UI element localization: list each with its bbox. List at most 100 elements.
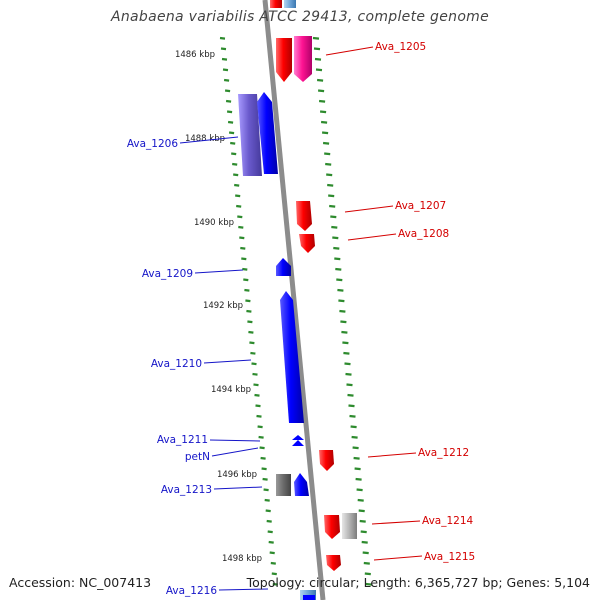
scale-tick	[334, 257, 341, 261]
gene-ava-1211[interactable]	[292, 435, 304, 440]
scale-tick	[260, 456, 266, 460]
scale-tick	[312, 36, 320, 40]
label-ava-1205[interactable]: Ava_1205	[375, 41, 426, 53]
label-ava-1211[interactable]: Ava_1211	[157, 434, 208, 446]
scale-tick	[222, 68, 229, 72]
scale-tick	[224, 89, 231, 93]
label-ava-1209[interactable]: Ava_1209	[142, 268, 193, 280]
scale-label-1490: 1490 kbp	[194, 218, 234, 228]
scale-tick	[333, 246, 340, 250]
gene-ava-1208[interactable]	[299, 234, 315, 253]
leader-ava-1209	[194, 269, 244, 274]
scale-tick	[357, 498, 364, 502]
label-ava-1210[interactable]: Ava_1210	[151, 358, 202, 370]
scale-tick	[246, 309, 252, 313]
scale-tick	[353, 456, 360, 460]
label-ava-1207[interactable]: Ava_1207	[395, 200, 446, 212]
scale-tick	[329, 204, 336, 208]
gene-ava-1209[interactable]	[276, 258, 291, 276]
scale-tick	[232, 162, 238, 166]
scale-tick	[356, 488, 363, 492]
scale-label-1492: 1492 kbp	[203, 301, 243, 311]
scale-tick	[336, 278, 343, 282]
scale-tick	[245, 299, 251, 303]
scale-tick	[342, 341, 349, 345]
gene-petn[interactable]	[292, 440, 304, 446]
leader-ava-1210	[203, 359, 252, 364]
gene-ava-1212[interactable]	[319, 450, 334, 471]
gene-ava-1213-gray[interactable]	[276, 474, 291, 496]
topology-text: Topology: circular; Length: 6,365,727 bp…	[246, 575, 590, 590]
label-ava-1206[interactable]: Ava_1206	[127, 138, 179, 150]
scale-tick	[252, 372, 258, 376]
label-ava-1215[interactable]: Ava_1215	[424, 551, 475, 563]
scale-label-1498: 1498 kbp	[222, 554, 262, 564]
scale-tick	[364, 572, 371, 576]
gene-ava-1214-gray[interactable]	[342, 513, 357, 539]
gene-ava-1215[interactable]	[326, 555, 341, 571]
scale-tick	[219, 36, 226, 40]
scale-label-1496: 1496 kbp	[217, 470, 257, 480]
scale-tick	[227, 120, 234, 124]
scale-tick	[317, 89, 325, 93]
scale-tick	[341, 330, 348, 334]
leader-ava-1207	[344, 205, 394, 213]
scale-tick	[235, 194, 241, 198]
scale-tick	[264, 498, 270, 502]
label-ava-1216[interactable]: Ava_1216	[166, 585, 218, 597]
leader-ava-1206	[179, 136, 239, 144]
accession-text: Accession: NC_007413	[9, 575, 152, 590]
scale-tick	[226, 110, 233, 114]
scale-tick	[337, 288, 344, 292]
gene-ava-1213[interactable]	[294, 473, 309, 496]
scale-tick	[322, 141, 330, 145]
label-ava-1212[interactable]: Ava_1212	[418, 447, 469, 459]
gene-ava-1216[interactable]	[300, 590, 316, 600]
scale-tick	[344, 362, 351, 366]
scale-tick	[221, 57, 228, 61]
scale-tick	[319, 110, 327, 114]
scale-tick	[332, 236, 339, 240]
leader-ava-1208	[347, 233, 397, 241]
gene-ava-1205[interactable]	[294, 36, 312, 82]
label-ava-1213[interactable]: Ava_1213	[161, 484, 212, 496]
gene-ava-1205-left[interactable]	[276, 38, 292, 82]
scale-tick	[358, 509, 365, 513]
scale-tick	[233, 173, 239, 177]
scale-tick	[253, 383, 259, 387]
scale-tick	[365, 582, 372, 586]
gene-ava-1214[interactable]	[324, 515, 340, 539]
scale-tick	[335, 267, 342, 271]
gene-ava-1206[interactable]	[257, 92, 278, 174]
leader-ava-1211	[209, 439, 261, 442]
scale-tick	[361, 540, 368, 544]
scale-tick	[257, 425, 263, 429]
gene-ava-1210[interactable]	[280, 291, 304, 423]
scale-tick	[255, 404, 261, 408]
partial-gene-lightblue	[284, 0, 296, 8]
gene-ava-1207[interactable]	[296, 201, 312, 231]
scale-tick	[248, 330, 254, 334]
scale-label-1486: 1486 kbp	[175, 50, 215, 60]
scale-tick	[244, 288, 250, 292]
scale-tick	[268, 540, 274, 544]
scale-tick	[313, 47, 321, 51]
scale-tick	[258, 435, 264, 439]
scale-tick	[360, 530, 367, 534]
scale-tick	[256, 414, 262, 418]
scale-tick	[331, 225, 338, 229]
leader-ava-1215	[373, 555, 423, 561]
genome-backbone	[262, 0, 326, 601]
scale-tick	[328, 194, 335, 198]
scale-tick	[261, 467, 267, 471]
label-petn[interactable]: petN	[185, 451, 210, 463]
scale-tick	[272, 582, 278, 586]
label-ava-1208[interactable]: Ava_1208	[398, 228, 449, 240]
scale-tick	[327, 183, 334, 187]
scale-tick	[316, 78, 324, 82]
gene-ava-1206-purple[interactable]	[238, 94, 262, 176]
leader-ava-1212	[367, 452, 417, 458]
label-ava-1214[interactable]: Ava_1214	[422, 515, 474, 527]
genome-title: Anabaena variabilis ATCC 29413, complete…	[110, 9, 490, 25]
